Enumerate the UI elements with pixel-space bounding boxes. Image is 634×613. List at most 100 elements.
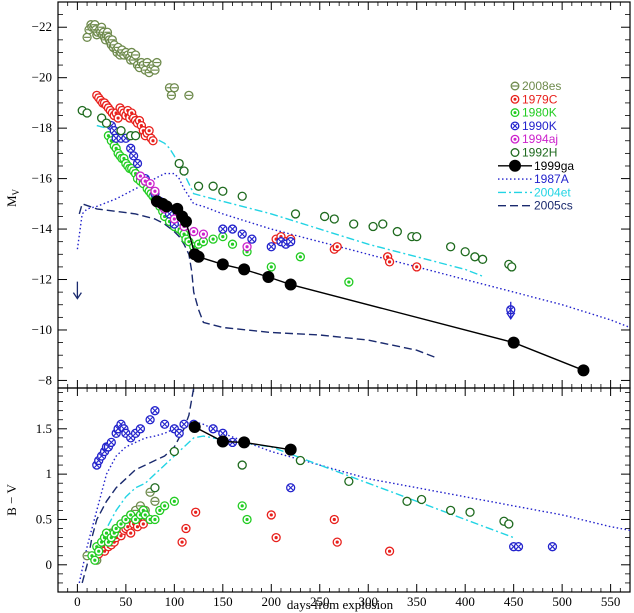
- legend-label: 1999ga: [534, 159, 574, 173]
- point-disk: [238, 263, 251, 276]
- point-cross: [249, 236, 255, 242]
- series-line-2004et: [96, 435, 514, 556]
- data-point-1992H: [218, 186, 228, 196]
- data-point-1999ga: [507, 336, 520, 349]
- point-ring: [507, 262, 517, 272]
- legend-label: 2004et: [534, 185, 571, 199]
- x-tick-label: 300: [358, 594, 378, 609]
- data-point-1999ga: [216, 435, 229, 448]
- point-ring: [193, 181, 204, 191]
- point-center: [116, 116, 120, 120]
- point-center: [201, 240, 206, 244]
- point-center: [124, 517, 128, 522]
- x-tick-label: 0: [74, 594, 81, 609]
- data-point-1979C: [181, 523, 191, 534]
- point-cross: [134, 160, 141, 167]
- point-cross: [123, 430, 129, 437]
- x-tick-label: 250: [310, 594, 330, 609]
- legend-item-2005cs: 2005cs: [498, 199, 573, 213]
- point-center: [230, 242, 235, 246]
- data-point-1992H: [82, 108, 92, 118]
- legend-item-1987A: 1987A: [498, 172, 569, 186]
- data-point-1979C: [384, 257, 395, 267]
- point-ring: [392, 226, 402, 237]
- legend-marker: [510, 81, 520, 91]
- data-point-1990K: [227, 224, 238, 234]
- data-point-1979C: [271, 532, 281, 543]
- point-cross: [220, 226, 226, 232]
- point-center: [151, 139, 155, 143]
- legend-item-1990K: 1990K: [510, 119, 557, 133]
- data-point-1992H: [402, 496, 412, 506]
- legend-item-1980K: 1980K: [510, 106, 557, 120]
- point-center: [387, 549, 392, 553]
- data-point-1999ga: [238, 436, 251, 449]
- top-panel: −22 −20 −18 −16 −14 −12 −10 −8: [32, 1, 631, 389]
- legend-item-1994aj: 1994aj: [510, 132, 558, 146]
- point-cross: [268, 243, 275, 250]
- data-point-1994aj: [242, 242, 252, 252]
- data-layer: [72, 20, 630, 377]
- data-point-1992H: [465, 507, 475, 517]
- data-point-1999ga: [216, 258, 229, 271]
- point-ring: [290, 209, 301, 219]
- data-point-1979C: [329, 514, 339, 525]
- data-point-1992H: [319, 211, 330, 222]
- point-center: [102, 549, 107, 553]
- data-point-1994aj: [189, 226, 199, 237]
- legend-label: 1992H: [522, 146, 557, 160]
- data-point-1990K: [208, 424, 218, 434]
- point-cross: [239, 231, 245, 237]
- point-ring: [416, 494, 427, 505]
- upper-limit-arrow: [506, 301, 516, 320]
- point-disk: [238, 436, 251, 449]
- data-point-1990K: [94, 455, 104, 466]
- point-ring: [329, 214, 339, 224]
- point-cross: [161, 421, 168, 428]
- data-point-1992H: [169, 446, 179, 457]
- data-point-1999ga: [284, 278, 297, 291]
- data-point-1999ga: [179, 215, 192, 228]
- point-center: [180, 540, 184, 544]
- point-cross: [137, 426, 144, 432]
- point-cross: [111, 127, 118, 134]
- point-disk: [577, 364, 590, 377]
- data-point-1992H: [179, 166, 189, 176]
- point-disk: [188, 420, 201, 433]
- data-point-1980K: [227, 239, 238, 249]
- point-center: [269, 265, 273, 269]
- legend-center: [513, 137, 517, 141]
- data-point-1990K: [286, 237, 296, 247]
- point-center: [104, 531, 109, 535]
- point-disk: [192, 250, 205, 263]
- point-center: [153, 189, 157, 193]
- data-point-1980K: [218, 231, 228, 242]
- data-point-1992H: [150, 483, 160, 493]
- upper-limit-arrow: [72, 281, 82, 300]
- point-ring: [208, 181, 218, 191]
- legend-marker: [510, 121, 520, 131]
- point-ring: [179, 166, 189, 176]
- legend-marker: [510, 94, 520, 104]
- data-point-2008es: [82, 32, 92, 42]
- point-ring: [101, 118, 112, 128]
- point-cross: [210, 426, 216, 432]
- data-point-1990K: [159, 419, 170, 429]
- y-tick-label: −18: [32, 120, 52, 135]
- data-point-1992H: [237, 191, 247, 201]
- data-point-1992H: [460, 247, 470, 257]
- data-point-1992H: [208, 181, 218, 191]
- legend-label: 1979C: [522, 92, 558, 106]
- y-tick-label: −10: [32, 322, 52, 337]
- point-center: [211, 237, 215, 241]
- point-center: [298, 255, 302, 259]
- data-point-1992H: [368, 221, 378, 232]
- x-tick-label: 200: [262, 594, 282, 609]
- data-point-1992H: [445, 242, 456, 252]
- data-point-1992H: [329, 214, 339, 224]
- data-point-1979C: [412, 262, 422, 272]
- point-center: [97, 549, 101, 553]
- point-center: [133, 517, 138, 522]
- data-point-2008es: [152, 57, 162, 68]
- legend-marker: [510, 108, 520, 118]
